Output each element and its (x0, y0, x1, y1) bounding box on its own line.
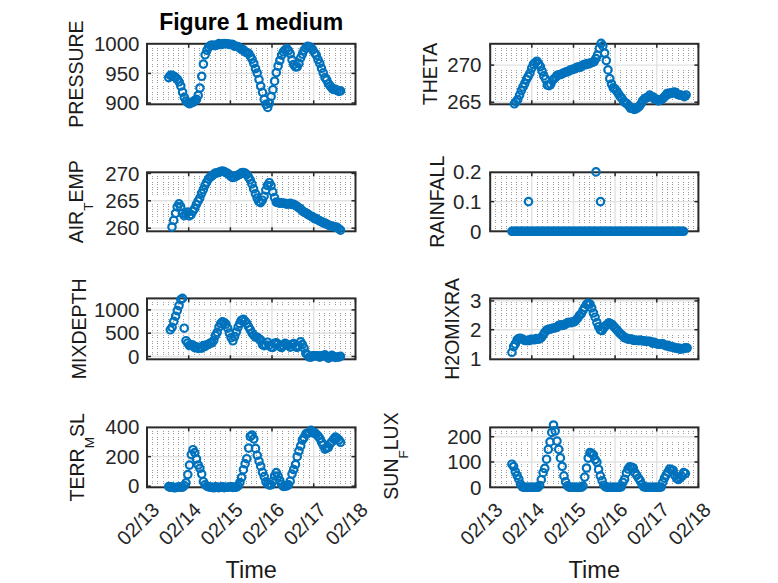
svg-text:0: 0 (470, 476, 481, 499)
svg-text:Time: Time (569, 557, 620, 583)
svg-text:200: 200 (447, 425, 481, 448)
svg-text:950: 950 (105, 62, 139, 85)
svg-text:Time: Time (226, 557, 277, 583)
svg-text:270: 270 (447, 53, 481, 76)
svg-text:Figure 1 medium: Figure 1 medium (159, 9, 343, 35)
svg-text:0: 0 (128, 345, 139, 368)
svg-text:1000: 1000 (94, 32, 140, 55)
svg-text:270: 270 (105, 162, 139, 185)
svg-text:3: 3 (470, 289, 481, 312)
svg-text:0.2: 0.2 (453, 160, 482, 183)
svg-text:100: 100 (447, 450, 481, 473)
svg-text:H2OMIXRA: H2OMIXRA (441, 278, 463, 380)
svg-text:200: 200 (105, 445, 139, 468)
svg-text:500: 500 (105, 321, 139, 344)
svg-text:400: 400 (105, 415, 139, 438)
svg-text:260: 260 (105, 216, 139, 239)
svg-text:265: 265 (447, 90, 481, 113)
svg-text:THETA: THETA (419, 43, 441, 105)
svg-text:0: 0 (470, 220, 481, 243)
svg-text:265: 265 (105, 189, 139, 212)
svg-text:900: 900 (105, 91, 139, 114)
svg-text:1: 1 (470, 347, 481, 370)
svg-text:MIXDEPTH: MIXDEPTH (68, 278, 90, 379)
svg-text:PRESSURE: PRESSURE (65, 20, 87, 127)
svg-text:0.1: 0.1 (453, 190, 482, 213)
svg-text:RAINFALL: RAINFALL (426, 156, 448, 248)
svg-text:2: 2 (470, 318, 481, 341)
svg-text:0: 0 (128, 474, 139, 497)
svg-text:1000: 1000 (94, 298, 140, 321)
